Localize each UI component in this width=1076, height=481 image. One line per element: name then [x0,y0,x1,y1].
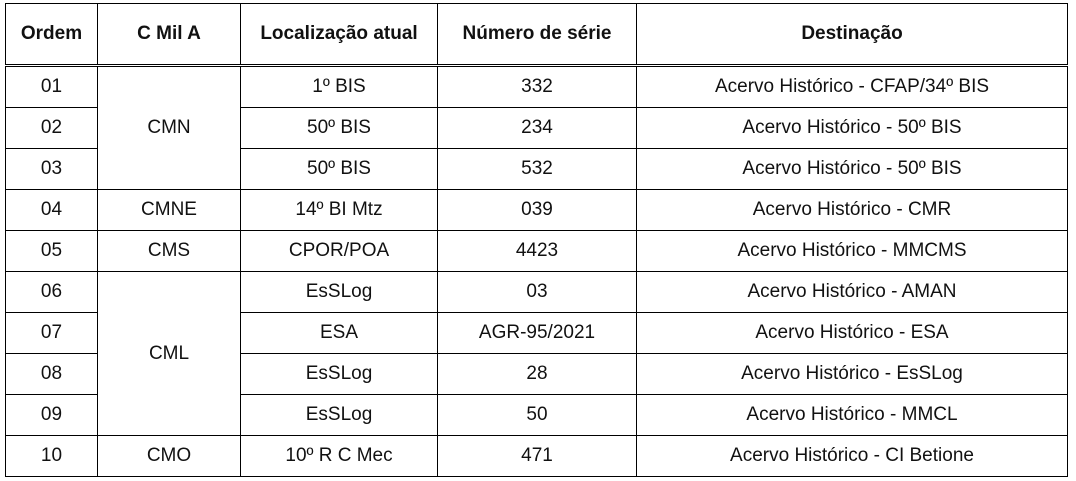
destination-cell: Acervo Histórico - CI Betione [636,435,1068,477]
header-cell: Destinação [636,3,1068,67]
table-row: 09 EsSLog 50 Acervo Histórico - MMCL [5,394,1068,436]
table-row: 05 CMS CPOR/POA 4423 Acervo Histórico - MMCM… [5,230,1068,272]
table-body: 01 CMN 1º BIS 332 Acervo Histórico - CFAP/34… [5,65,1068,477]
ordem-cell: 01 [5,65,98,108]
table-row: 03 50º BIS 532 Acervo Histórico - 50º BIS [5,148,1068,190]
destination-cell: Acervo Histórico - 50º BIS [636,107,1068,149]
destination-cell: Acervo Histórico - CFAP/34º BIS [636,65,1068,108]
cmil-cell: CMO [97,435,241,477]
destination-cell: Acervo Histórico - 50º BIS [636,148,1068,190]
serial-cell: 532 [437,148,637,190]
cmil-cell: CMNE [97,189,241,231]
ordem-cell: 02 [5,107,98,149]
destination-cell: Acervo Histórico - ESA [636,312,1068,354]
header-row: Ordem C Mil A Localização atual Número de s… [5,3,1068,67]
ordem-cell: 06 [5,271,98,313]
serial-cell: AGR-95/2021 [437,312,637,354]
ordem-cell: 08 [5,353,98,395]
ordem-cell: 10 [5,435,98,477]
serial-cell: 4423 [437,230,637,272]
location-cell: 50º BIS [240,148,438,190]
header-cell: Ordem [5,3,98,67]
location-cell: EsSLog [240,353,438,395]
ordem-cell: 04 [5,189,98,231]
location-cell: 50º BIS [240,107,438,149]
serial-cell: 039 [437,189,637,231]
table-row: 07 ESA AGR-95/2021 Acervo Histórico - ESA [5,312,1068,354]
ordem-cell: 07 [5,312,98,354]
cmil-cell: CMS [97,230,241,272]
location-cell: CPOR/POA [240,230,438,272]
location-cell: 10º R C Mec [240,435,438,477]
table-row: 10 CMO 10º R C Mec 471 Acervo Histórico - CI… [5,435,1068,477]
ordem-cell: 09 [5,394,98,436]
ordem-cell: 03 [5,148,98,190]
cmil-cell: CMN [97,65,241,190]
table-row: 08 EsSLog 28 Acervo Histórico - EsSLog [5,353,1068,395]
table: Ordem C Mil A Localização atual Número de s… [5,3,1068,477]
destination-cell: Acervo Histórico - AMAN [636,271,1068,313]
table-row: 01 CMN 1º BIS 332 Acervo Histórico - CFAP/34… [5,65,1068,190]
location-cell: ESA [240,312,438,354]
location-cell: EsSLog [240,271,438,313]
destination-cell: Acervo Histórico - MMCL [636,394,1068,436]
table-row: 06 CML EsSLog 03 Acervo Histórico - AMAN [5,271,1068,436]
header-cell: C Mil A [97,3,241,67]
table-row: 02 50º BIS 234 Acervo Histórico - 50º BIS [5,107,1068,149]
serial-cell: 03 [437,271,637,313]
destination-cell: Acervo Histórico - CMR [636,189,1068,231]
location-cell: EsSLog [240,394,438,436]
serial-cell: 332 [437,65,637,108]
table-header: Ordem C Mil A Localização atual Número de s… [5,3,1068,67]
serial-cell: 234 [437,107,637,149]
serial-cell: 471 [437,435,637,477]
serial-cell: 50 [437,394,637,436]
cmil-cell: CML [97,271,241,436]
location-cell: 1º BIS [240,65,438,108]
table-row: 04 CMNE 14º BI Mtz 039 Acervo Histórico - CM… [5,189,1068,231]
serial-cell: 28 [437,353,637,395]
destination-cell: Acervo Histórico - EsSLog [636,353,1068,395]
header-cell: Localização atual [240,3,438,67]
location-cell: 14º BI Mtz [240,189,438,231]
ordem-cell: 05 [5,230,98,272]
header-cell: Número de série [437,3,637,67]
destination-cell: Acervo Histórico - MMCMS [636,230,1068,272]
